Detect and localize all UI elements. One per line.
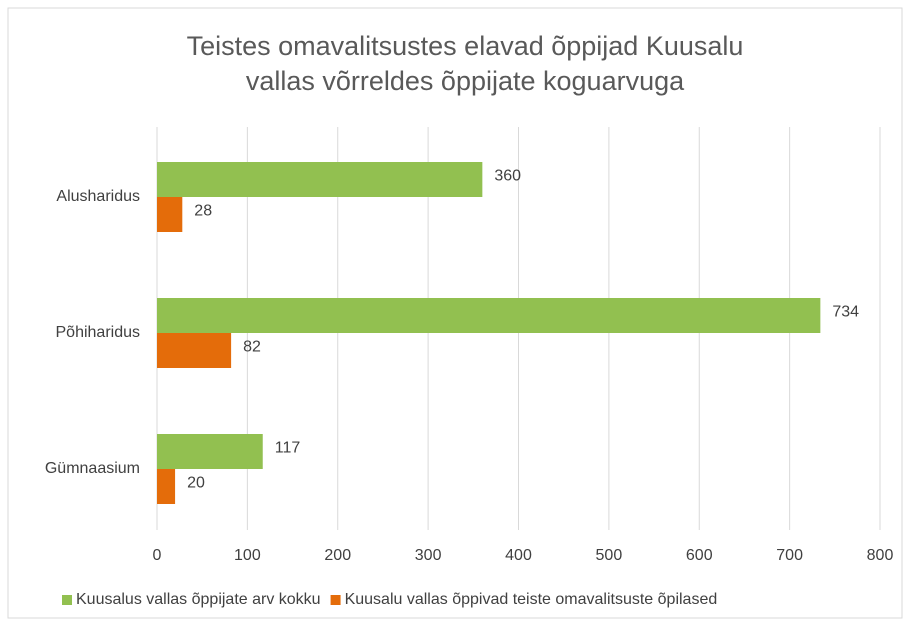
data-label: 28 bbox=[194, 203, 212, 220]
x-tick-label: 800 bbox=[867, 547, 894, 564]
legend-label: Kuusalus vallas õppijate arv kokku bbox=[76, 591, 321, 608]
x-tick-label: 200 bbox=[324, 547, 351, 564]
y-tick-label: Alusharidus bbox=[56, 188, 140, 205]
legend-label: Kuusalu vallas õppivad teiste omavalitsu… bbox=[345, 591, 718, 608]
x-tick-label: 100 bbox=[234, 547, 261, 564]
legend-swatch bbox=[62, 595, 72, 605]
data-label: 734 bbox=[832, 304, 859, 321]
data-label: 117 bbox=[275, 440, 301, 457]
y-tick-label: Gümnaasium bbox=[45, 460, 140, 477]
chart-title: Teistes omavalitsustes elavad õppijad Ku… bbox=[187, 31, 744, 61]
x-tick-label: 400 bbox=[505, 547, 532, 564]
bar bbox=[157, 434, 263, 469]
x-tick-label: 600 bbox=[686, 547, 713, 564]
y-tick-label: Põhiharidus bbox=[56, 324, 141, 341]
x-tick-label: 700 bbox=[776, 547, 803, 564]
legend-swatch bbox=[330, 595, 341, 605]
chart-title: vallas võrreldes õppijate koguarvuga bbox=[246, 66, 685, 96]
data-label: 20 bbox=[187, 475, 205, 492]
x-tick-label: 300 bbox=[415, 547, 442, 564]
bar bbox=[157, 469, 176, 504]
x-tick-label: 0 bbox=[153, 547, 162, 564]
data-label: 82 bbox=[243, 339, 261, 356]
bar bbox=[157, 162, 483, 197]
data-label: 360 bbox=[494, 168, 521, 185]
x-tick-label: 500 bbox=[596, 547, 623, 564]
bar bbox=[157, 197, 183, 232]
bar bbox=[157, 333, 232, 368]
bar bbox=[157, 298, 821, 333]
